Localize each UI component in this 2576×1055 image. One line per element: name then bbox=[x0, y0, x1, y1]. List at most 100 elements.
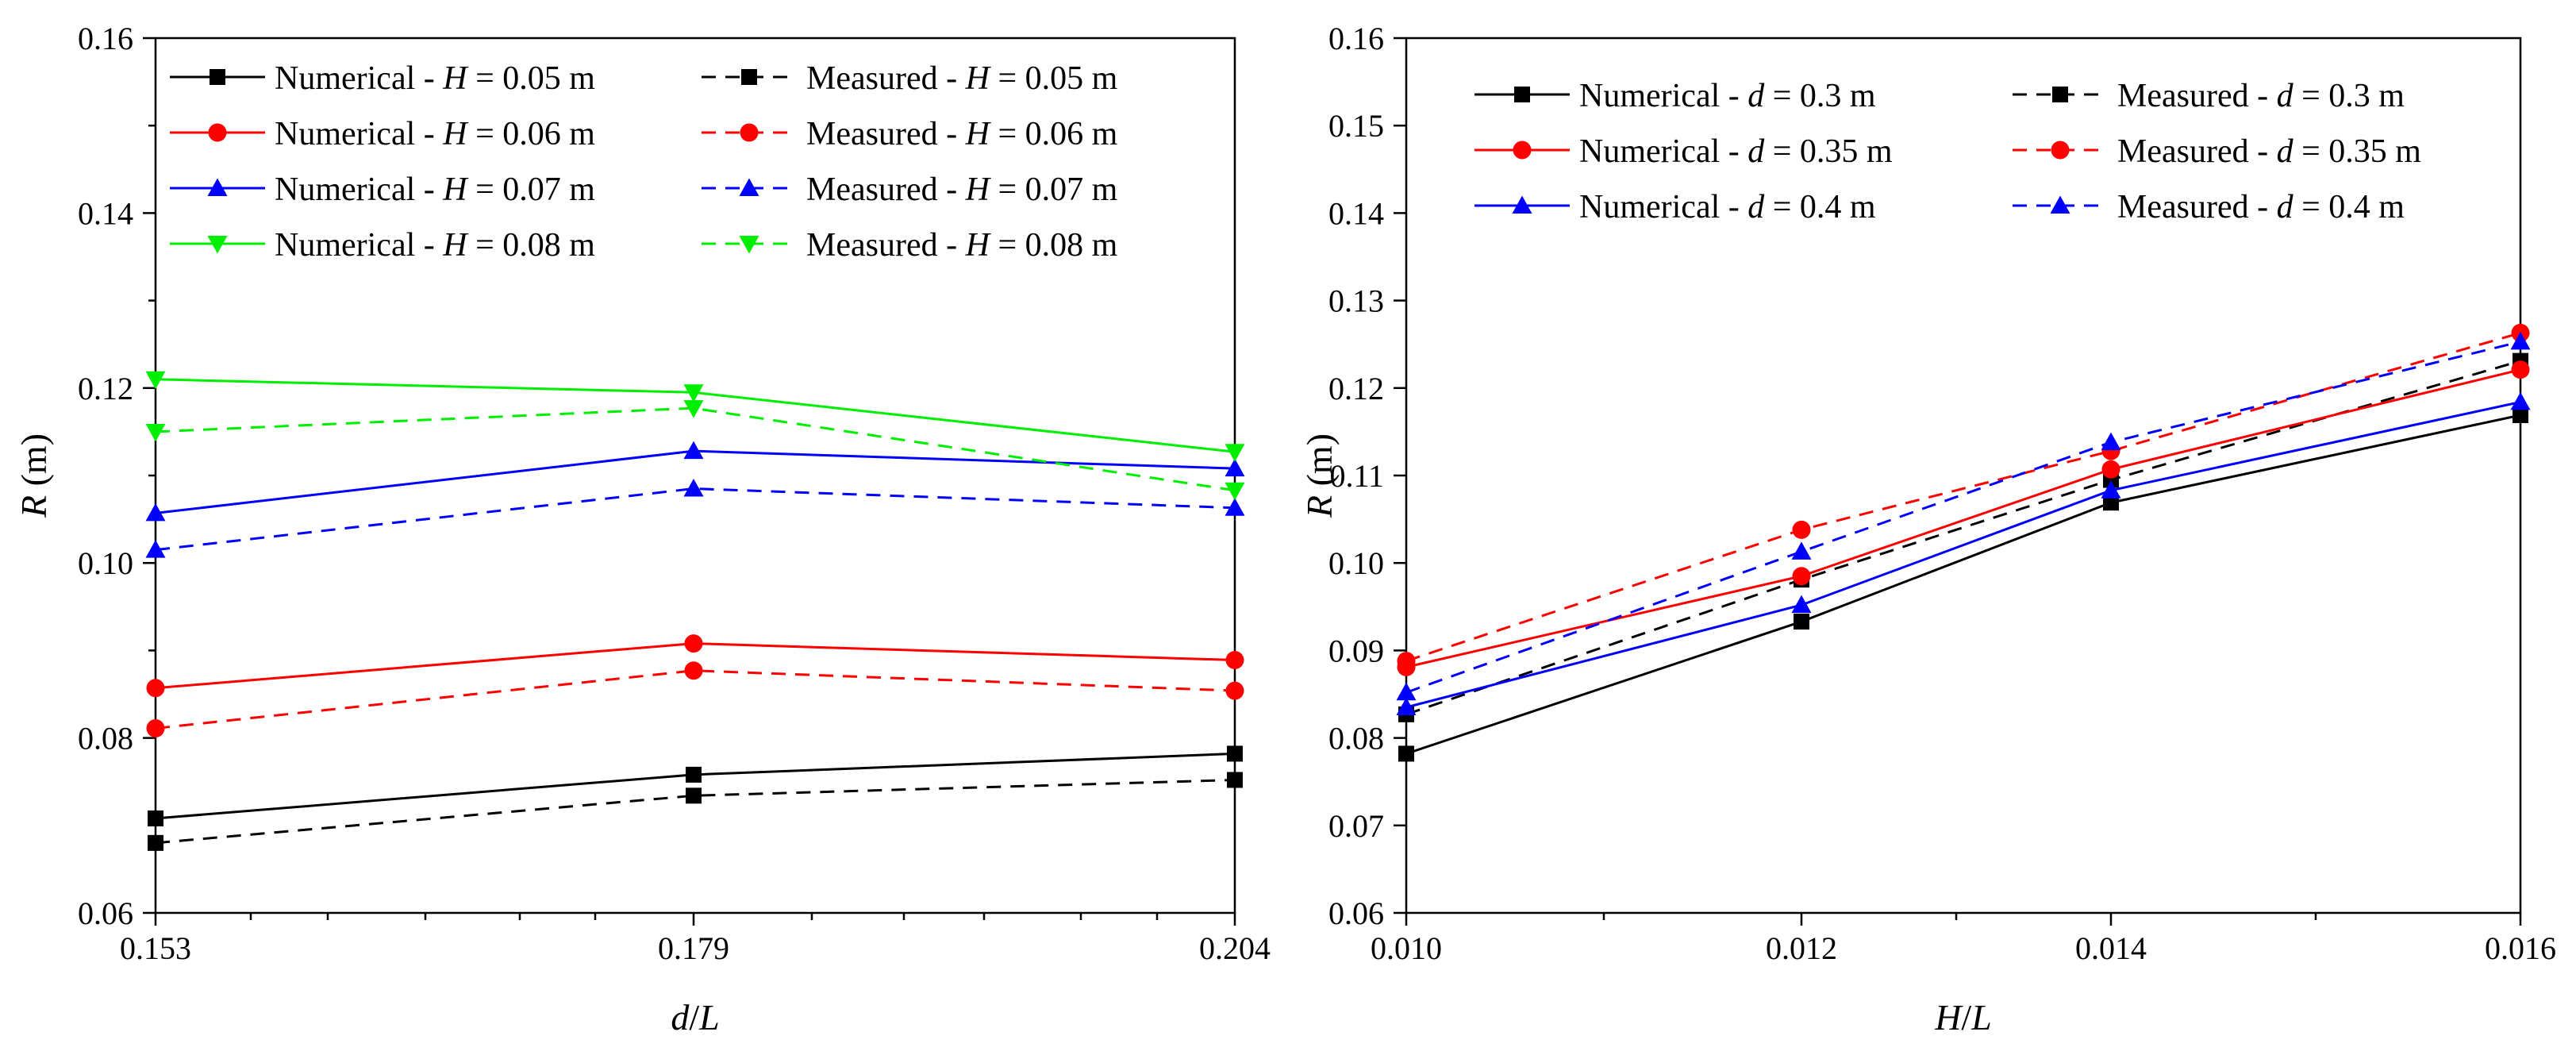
data-point bbox=[2513, 406, 2528, 423]
y-tick-label: 0.12 bbox=[1328, 371, 1384, 406]
legend-label: Measured - H = 0.05 m bbox=[806, 60, 1118, 97]
legend-label-value: = 0.4 m bbox=[2293, 189, 2405, 225]
data-point bbox=[1397, 652, 1416, 671]
legend-label-value: = 0.06 m bbox=[467, 116, 596, 152]
data-point bbox=[683, 479, 704, 497]
x-axis-label-denominator: L bbox=[1970, 997, 1992, 1038]
data-point bbox=[146, 718, 165, 737]
y-axis-label-unit: (m) bbox=[1299, 433, 1340, 495]
legend-label: Numerical - d = 0.35 m bbox=[1579, 133, 1893, 170]
legend-marker bbox=[739, 178, 759, 196]
legend-label: Measured - d = 0.4 m bbox=[2117, 189, 2405, 225]
data-point bbox=[1794, 614, 1809, 630]
y-axis-label-unit: (m) bbox=[13, 433, 54, 495]
data-point bbox=[1396, 697, 1417, 716]
y-axis-label-symbol: R bbox=[13, 495, 54, 518]
legend-label-prefix: Measured - bbox=[2117, 78, 2277, 114]
legend-marker bbox=[207, 236, 228, 254]
x-tick-label: 0.016 bbox=[2485, 930, 2556, 966]
data-point bbox=[2101, 480, 2121, 499]
y-axis-label-symbol: R bbox=[1299, 495, 1340, 518]
series-line-4 bbox=[155, 669, 1236, 730]
legend-marker bbox=[2052, 87, 2068, 102]
legend-marker bbox=[210, 69, 225, 85]
data-point bbox=[1791, 595, 1812, 614]
legend-label-prefix: Measured - bbox=[2117, 133, 2277, 170]
legend-label-prefix: Numerical - bbox=[1579, 78, 1747, 114]
data-point bbox=[1792, 520, 1811, 539]
legend-label-prefix: Numerical - bbox=[1579, 133, 1747, 170]
legend-label: Measured - d = 0.35 m bbox=[2117, 133, 2421, 170]
series-line-2 bbox=[155, 778, 1236, 845]
legend-label-variable: H bbox=[965, 116, 992, 152]
series-line-4 bbox=[1405, 331, 2521, 663]
data-point bbox=[1396, 682, 1417, 701]
y-axis-label: R (m) bbox=[1299, 433, 1340, 518]
data-point bbox=[145, 371, 166, 390]
legend-label-variable: H bbox=[442, 60, 469, 97]
series-line-6 bbox=[1405, 340, 2521, 694]
legend-marker bbox=[739, 236, 759, 254]
y-tick-label: 0.16 bbox=[1328, 21, 1384, 56]
data-point bbox=[146, 679, 165, 698]
y-tick-label: 0.10 bbox=[78, 545, 133, 581]
legend-marker bbox=[1512, 195, 1532, 214]
y-tick-label: 0.16 bbox=[78, 21, 133, 56]
legend-label-value: = 0.06 m bbox=[990, 116, 1118, 152]
data-point bbox=[684, 634, 703, 653]
legend-label: Measured - H = 0.08 m bbox=[806, 227, 1118, 264]
legend-label-variable: H bbox=[442, 227, 469, 264]
legend-label-variable: H bbox=[965, 227, 992, 264]
x-axis-label-denominator: L bbox=[698, 997, 720, 1038]
data-point bbox=[686, 766, 702, 783]
data-point bbox=[1225, 651, 1244, 670]
legend-marker bbox=[2050, 195, 2070, 214]
x-axis-label-numerator: H bbox=[1934, 997, 1963, 1038]
legend-marker bbox=[741, 69, 757, 85]
y-tick-label: 0.10 bbox=[1328, 545, 1384, 581]
x-axis-label: H/L bbox=[1934, 997, 1992, 1038]
data-point bbox=[2510, 391, 2531, 410]
y-tick-label: 0.14 bbox=[1328, 195, 1384, 231]
legend-label-prefix: Numerical - bbox=[275, 116, 443, 152]
y-tick-label: 0.09 bbox=[1328, 633, 1384, 668]
legend-label-prefix: Numerical - bbox=[275, 227, 443, 264]
legend-marker bbox=[1514, 87, 1530, 102]
data-point bbox=[1225, 482, 1245, 501]
x-axis-label-numerator: d bbox=[671, 997, 690, 1038]
x-tick-label: 0.010 bbox=[1371, 930, 1442, 966]
series-line-3 bbox=[1405, 368, 2521, 668]
legend-label-variable: d bbox=[1747, 133, 1765, 170]
legend-label-value: = 0.05 m bbox=[990, 60, 1118, 97]
data-point bbox=[1792, 567, 1811, 586]
legend-marker bbox=[2051, 141, 2070, 160]
legend-label-value: = 0.4 m bbox=[1764, 189, 1876, 225]
x-tick-label: 0.153 bbox=[120, 930, 191, 966]
legend-label: Numerical - H = 0.05 m bbox=[275, 60, 595, 97]
legend-label-prefix: Numerical - bbox=[275, 60, 443, 97]
series-line-1 bbox=[1405, 414, 2521, 755]
series-line-2 bbox=[1405, 360, 2521, 716]
data-point bbox=[148, 834, 163, 851]
legend-label: Numerical - H = 0.06 m bbox=[275, 116, 595, 152]
y-tick-label: 0.14 bbox=[78, 195, 133, 231]
data-point bbox=[145, 502, 166, 522]
legend-marker bbox=[207, 178, 228, 196]
legend-label: Numerical - d = 0.3 m bbox=[1579, 78, 1876, 114]
legend-label: Measured - H = 0.06 m bbox=[806, 116, 1118, 152]
data-point bbox=[1225, 681, 1244, 700]
data-point bbox=[148, 810, 163, 826]
legend-label: Measured - H = 0.07 m bbox=[806, 171, 1118, 208]
legend-label-variable: H bbox=[965, 171, 992, 208]
series-line-6 bbox=[155, 487, 1236, 552]
legend-label-prefix: Numerical - bbox=[1579, 189, 1747, 225]
x-tick-label: 0.179 bbox=[658, 930, 729, 966]
legend-label-prefix: Measured - bbox=[806, 171, 966, 208]
legend-label: Numerical - H = 0.08 m bbox=[275, 227, 595, 264]
legend-label-value: = 0.35 m bbox=[1764, 133, 1893, 170]
legend-label-value: = 0.08 m bbox=[467, 227, 596, 264]
legend-label-variable: H bbox=[965, 60, 992, 97]
x-axis-label: d/L bbox=[671, 997, 719, 1038]
chart-panel-2: 0.06 0.07 0.08 0.09 0.10 0.11 0.12 0.13 0.14 0.15… bbox=[1299, 21, 2556, 1038]
